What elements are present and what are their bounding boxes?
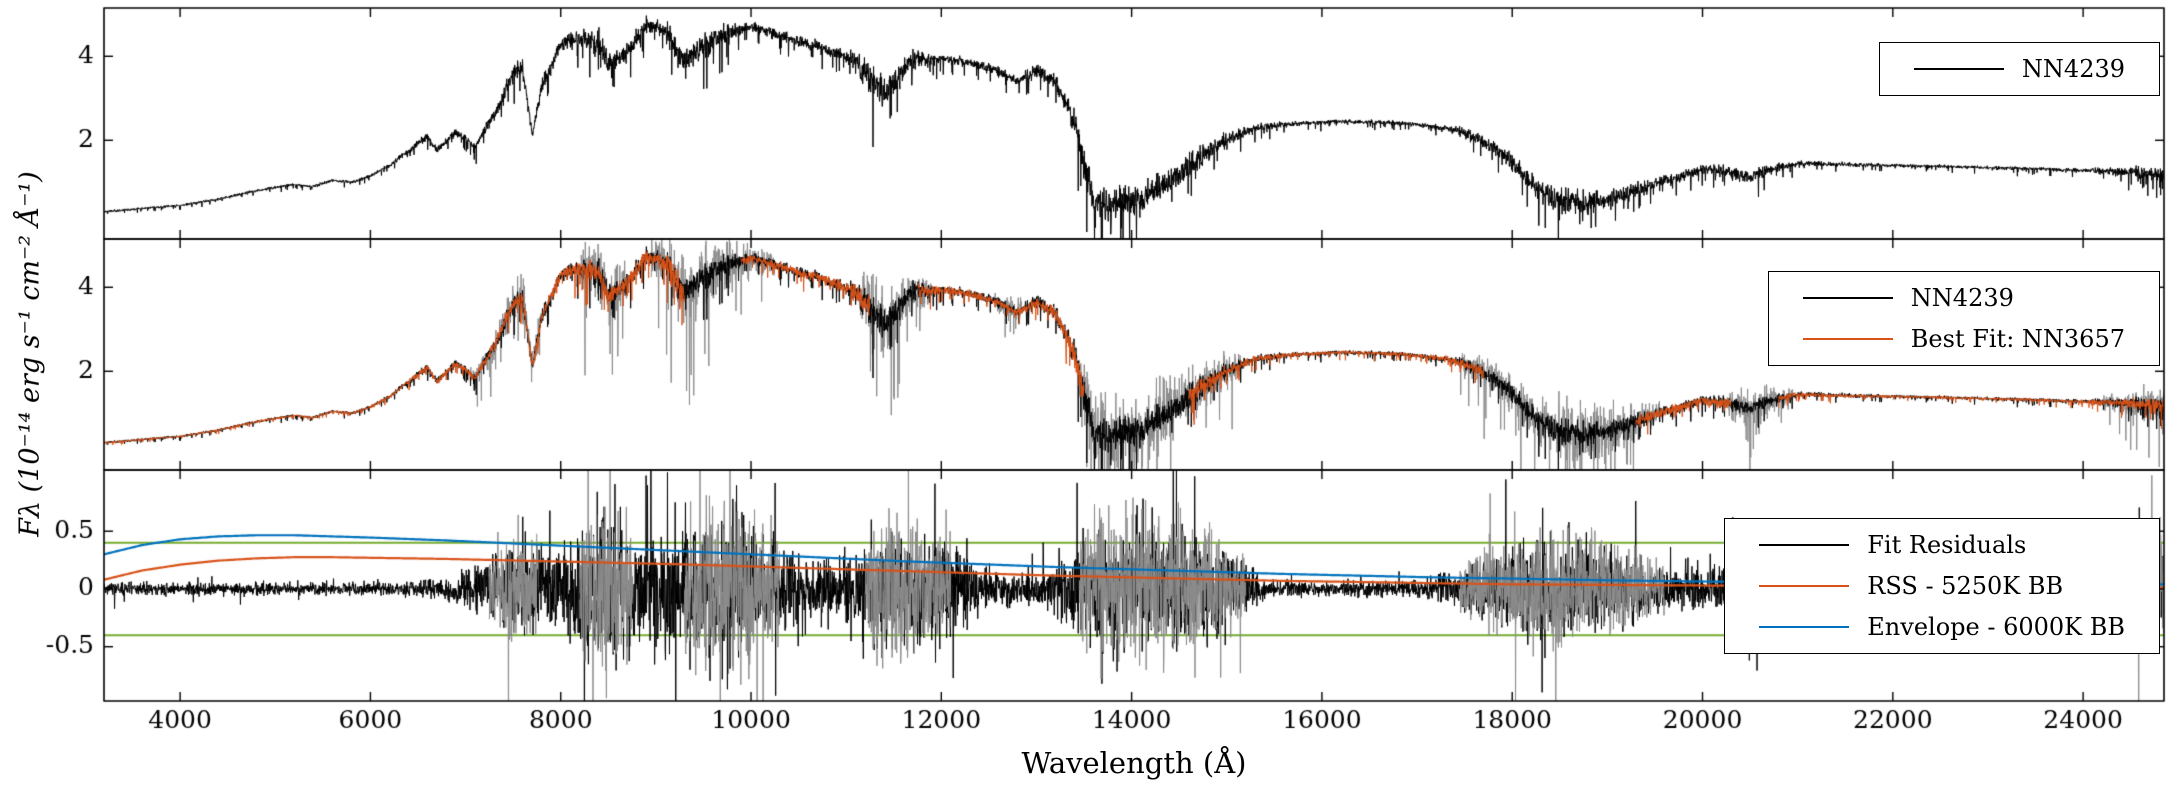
legend-bottom-panel: Fit Residuals RSS - 5250K BB Envelope - … — [1724, 518, 2160, 654]
legend-line-best-fit — [1802, 338, 1893, 340]
legend-line-fit-residuals — [1759, 544, 1850, 546]
legend-label-rss: RSS - 5250K BB — [1867, 572, 2064, 600]
legend-entry: Best Fit: NN3657 — [1802, 325, 2125, 353]
legend-entry: RSS - 5250K BB — [1759, 572, 2125, 600]
legend-entry: Envelope - 6000K BB — [1759, 613, 2125, 641]
legend-label-nn4239: NN4239 — [1910, 284, 2014, 312]
legend-line-nn4239 — [1802, 297, 1893, 299]
legend-label-envelope: Envelope - 6000K BB — [1867, 613, 2125, 641]
legend-top-panel: NN4239 — [1878, 42, 2160, 96]
legend-line-nn4239 — [1913, 68, 2004, 70]
legend-line-envelope — [1759, 626, 1850, 628]
y-axis-label: Fλ (10⁻¹⁴ erg s⁻¹ cm⁻² Å⁻¹) — [14, 171, 46, 537]
x-axis-label: Wavelength (Å) — [1021, 746, 1247, 780]
legend-entry: NN4239 — [1802, 284, 2125, 312]
legend-entry: NN4239 — [1913, 55, 2125, 83]
legend-line-rss — [1759, 585, 1850, 587]
legend-label-nn4239: NN4239 — [2021, 55, 2125, 83]
legend-label-fit-residuals: Fit Residuals — [1867, 531, 2027, 559]
legend-entry: Fit Residuals — [1759, 531, 2125, 559]
legend-middle-panel: NN4239 Best Fit: NN3657 — [1767, 271, 2160, 366]
legend-label-best-fit: Best Fit: NN3657 — [1910, 325, 2125, 353]
